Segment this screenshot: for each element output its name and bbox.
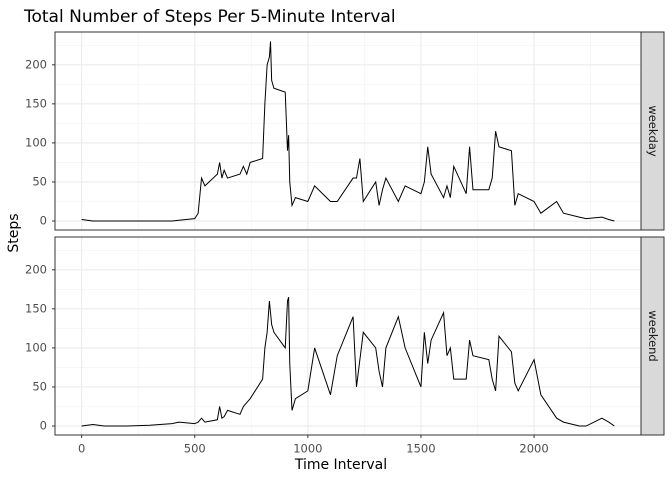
strip-label: weekday [646,105,660,157]
y-tick-label: 150 [25,96,47,110]
line [81,297,615,427]
x-tick-label: 1000 [293,442,322,456]
x-tick-label: 1500 [406,442,435,456]
x-tick-label: 2000 [519,442,548,456]
y-tick-label: 200 [25,262,47,276]
y-axis-label: Steps [6,213,22,252]
strip [640,236,665,436]
x-tick-label: 500 [184,442,206,456]
line [81,41,615,222]
y-tick-label: 0 [40,419,47,433]
x-axis-label: Time Interval [294,457,387,473]
y-tick-label: 150 [25,301,47,315]
strip-label: weekend [646,310,660,361]
strip [640,31,665,231]
y-tick-label: 100 [25,340,47,354]
x-tick-label: 0 [78,442,85,456]
y-tick-label: 100 [25,135,47,149]
chart-title: Total Number of Steps Per 5-Minute Inter… [23,7,396,27]
panel [55,237,641,435]
y-tick-label: 50 [32,174,47,188]
panel [55,32,641,230]
y-tick-label: 200 [25,57,47,71]
y-tick-label: 50 [32,379,47,393]
y-tick-label: 0 [40,214,47,228]
